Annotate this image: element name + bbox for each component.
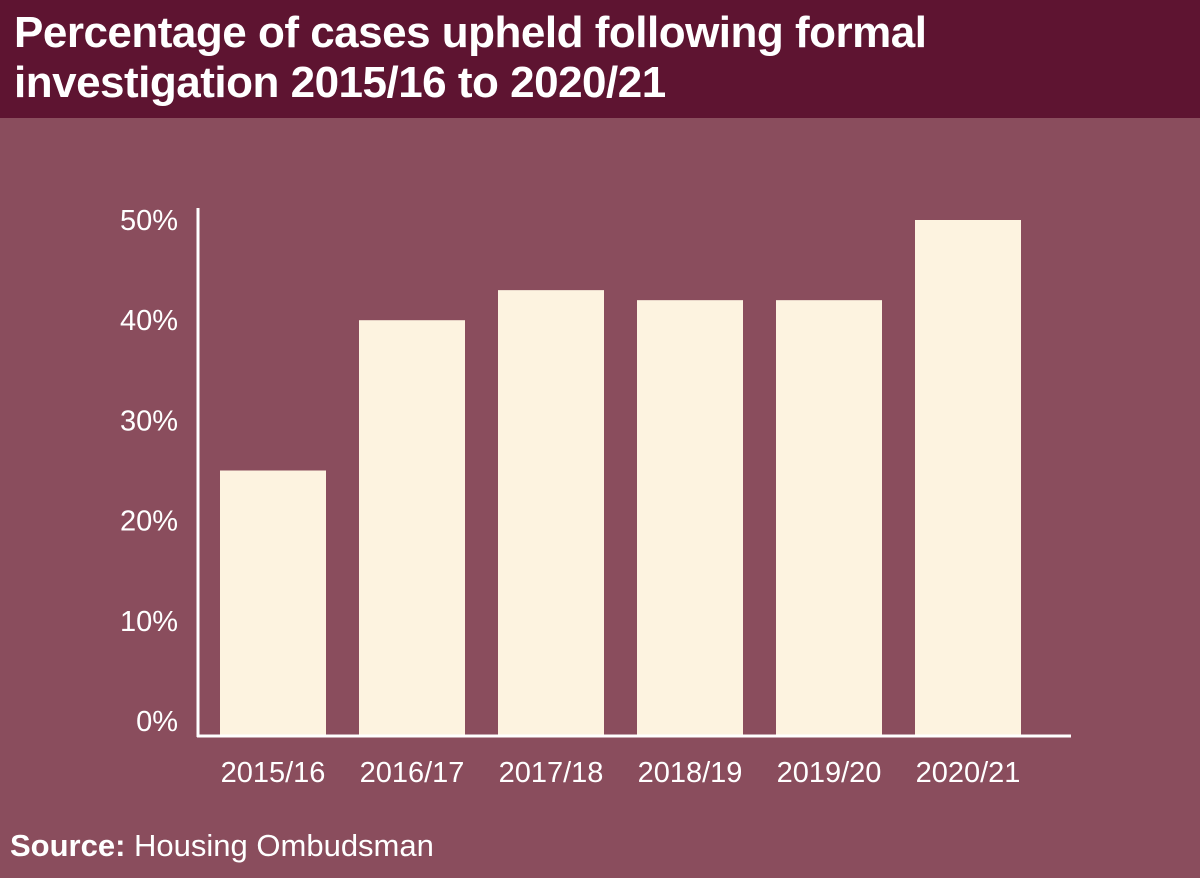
y-tick-label: 40% (120, 305, 178, 337)
bar-2019-20 (776, 300, 882, 736)
bar-2017-18 (498, 290, 604, 736)
bar-2020-21 (915, 220, 1021, 736)
chart-title: Percentage of cases upheld following for… (14, 8, 927, 107)
bar-2016-17 (359, 320, 465, 736)
x-tick-label: 2018/19 (638, 757, 743, 789)
x-tick-label: 2016/17 (360, 757, 465, 789)
x-tick-label: 2017/18 (499, 757, 604, 789)
x-tick-label: 2020/21 (916, 757, 1021, 789)
y-tick-label: 50% (120, 205, 178, 237)
y-tick-label: 20% (120, 506, 178, 538)
source-label: Source: (10, 828, 126, 863)
bar-2018-19 (637, 300, 743, 736)
header-bar: Percentage of cases upheld following for… (0, 0, 1200, 118)
source-note: Source: Housing Ombudsman (10, 828, 434, 864)
x-tick-label: 2019/20 (777, 757, 882, 789)
x-tick-label: 2015/16 (221, 757, 326, 789)
source-text: Housing Ombudsman (134, 828, 434, 863)
bar-2015-16 (220, 470, 326, 736)
y-tick-label: 30% (120, 405, 178, 437)
y-tick-label: 0% (136, 706, 178, 738)
y-tick-label: 10% (120, 606, 178, 638)
